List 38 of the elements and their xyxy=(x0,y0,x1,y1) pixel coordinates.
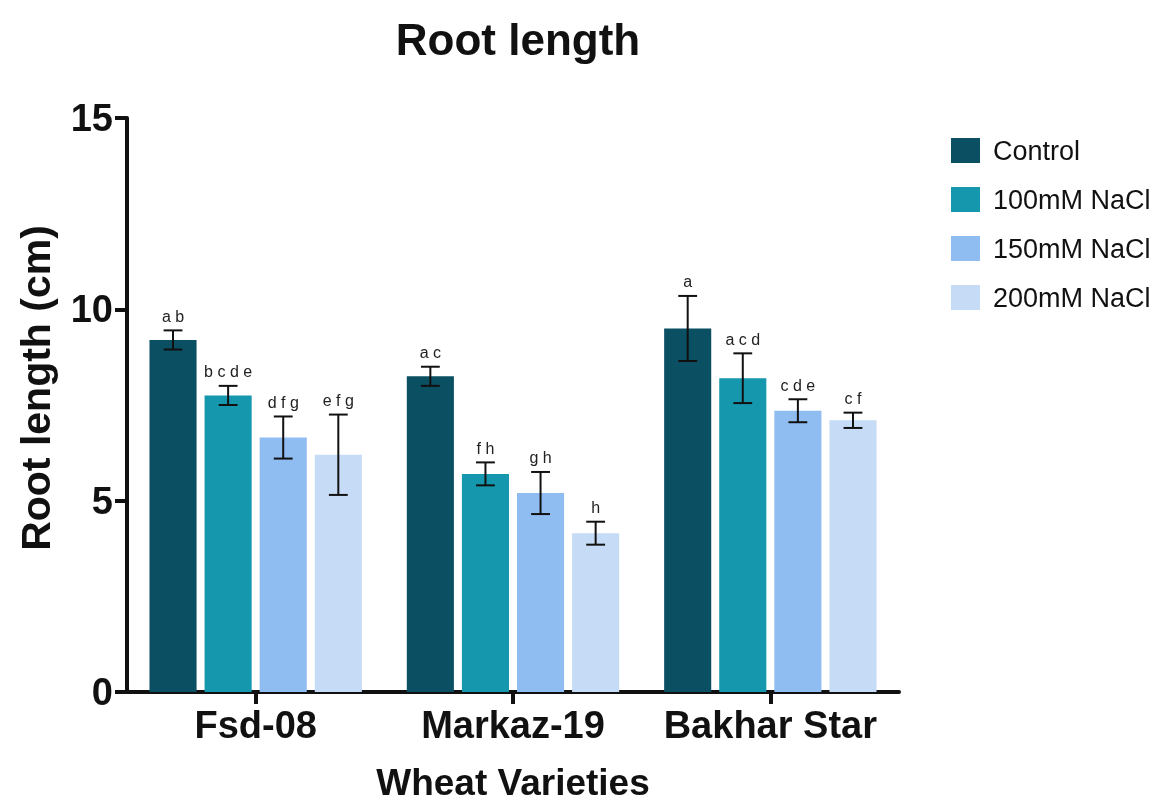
x-axis-title: Wheat Varieties xyxy=(376,762,650,803)
y-axis-title: Root length (cm) xyxy=(12,225,59,551)
x-tick-label: Markaz-19 xyxy=(421,704,605,746)
bar xyxy=(149,339,197,692)
y-tick-label: 10 xyxy=(70,288,113,331)
legend-label: 150mM NaCl xyxy=(993,233,1151,264)
legend-label: Control xyxy=(993,135,1081,166)
bar xyxy=(774,410,822,692)
legend-label: 100mM NaCl xyxy=(993,184,1151,215)
data-label: d f g xyxy=(267,393,299,411)
bar xyxy=(719,378,767,692)
bar xyxy=(204,395,252,692)
data-label: a xyxy=(683,273,693,291)
bar xyxy=(314,454,362,692)
data-label: a c d xyxy=(725,330,761,348)
bar xyxy=(406,376,454,692)
data-label: c d e xyxy=(780,376,816,394)
bar xyxy=(461,473,509,692)
data-label: f h xyxy=(476,439,495,457)
chart-title: Root length xyxy=(395,14,641,64)
data-label: e f g xyxy=(322,392,354,410)
bar xyxy=(259,437,307,692)
legend-label: 200mM NaCl xyxy=(993,282,1151,313)
y-tick-label: 5 xyxy=(91,479,113,522)
data-label: c f xyxy=(844,390,862,408)
data-label: g h xyxy=(529,449,552,467)
bar xyxy=(829,420,877,692)
bar xyxy=(572,533,620,692)
data-label: h xyxy=(591,499,601,517)
y-tick-label: 15 xyxy=(70,97,113,139)
y-tick-label: 0 xyxy=(91,671,113,713)
data-label: a c xyxy=(419,344,442,362)
bar xyxy=(664,328,712,692)
x-tick-label: Bakhar Star xyxy=(663,704,878,746)
data-label: a b xyxy=(161,307,185,325)
data-label: b c d e xyxy=(204,363,253,381)
bar xyxy=(517,493,565,692)
x-tick-label: Fsd-08 xyxy=(194,704,317,746)
